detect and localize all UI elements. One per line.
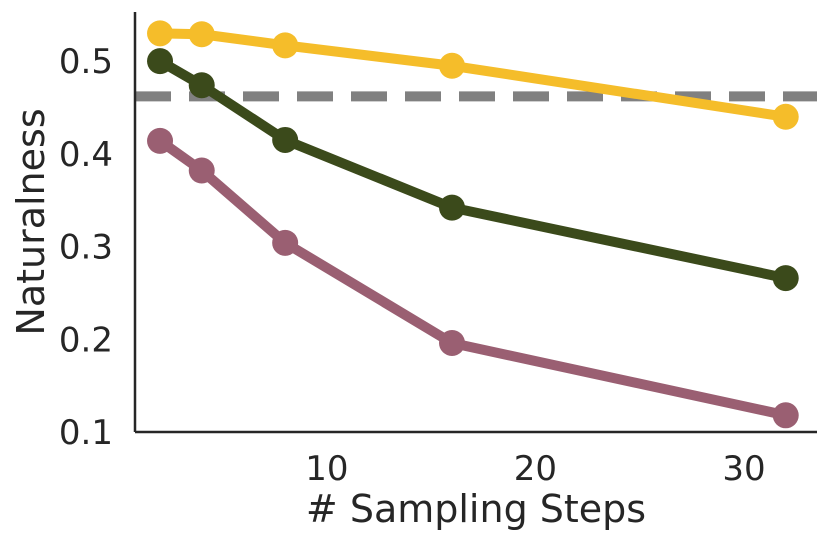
data-point (439, 194, 466, 221)
y-tick-label: 0.3 (59, 228, 113, 268)
y-tick-label: 0.5 (59, 42, 113, 82)
series-line (155, 135, 791, 421)
series-2 (147, 48, 799, 292)
data-point (272, 32, 299, 59)
data-point (772, 265, 799, 292)
data-point (272, 126, 299, 153)
x-tick-label: 10 (305, 449, 348, 489)
y-tick-label: 0.2 (59, 320, 113, 360)
y-tick-label: 0.1 (59, 413, 113, 453)
x-axis-title: # Sampling Steps (306, 487, 646, 531)
data-point (272, 229, 299, 256)
data-point (188, 21, 215, 48)
data-point (439, 329, 466, 356)
y-axis-title: Naturalness (9, 108, 53, 335)
data-point (188, 157, 215, 184)
series-1 (147, 20, 799, 130)
data-point (188, 72, 215, 99)
data-point (772, 402, 799, 429)
data-point (147, 127, 174, 154)
series-line (155, 28, 791, 122)
x-tick-label: 20 (514, 449, 557, 489)
data-point (772, 103, 799, 130)
plot-marks (135, 20, 817, 429)
axes (133, 12, 817, 434)
data-point (147, 48, 174, 75)
y-tick-label: 0.4 (59, 135, 113, 175)
series-3 (147, 127, 799, 429)
x-tick-label: 30 (722, 449, 765, 489)
data-point (147, 20, 174, 47)
tick-labels: 0.1 0.2 0.3 0.4 0.5 10 20 30 (59, 42, 766, 489)
data-point (439, 52, 466, 79)
